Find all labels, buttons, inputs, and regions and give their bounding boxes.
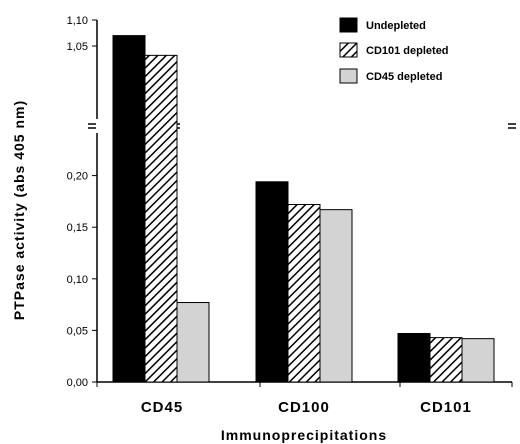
chart-legend: Undepleted CD101 depleted CD45 depleted [339,17,449,84]
legend-label: CD45 depleted [366,71,442,83]
legend-swatch-cd101-depleted [339,42,358,58]
y-tick-label: 0,15 [67,222,88,234]
legend-label: Undepleted [366,20,426,32]
legend-label: CD101 depleted [366,45,449,57]
axis-break-gap [506,119,520,133]
bar-cd101-undepleted [397,332,431,383]
bar-cd45-cd45-depleted [176,302,210,383]
x-tick-label: CD101 [420,399,472,416]
y-tick-label: 0,20 [67,171,88,183]
bar-cd45-undepleted [112,35,146,383]
y-tick-label: 0,05 [67,325,88,337]
bar-cd100-undepleted [255,181,289,383]
chart-bars [112,35,495,383]
bar-cd100-cd45-depleted [319,209,353,383]
x-tick-label: CD100 [278,399,330,416]
y-tick-label: 0,10 [67,274,88,286]
y-axis-title: PTPase activity (abs 405 nm) [11,100,27,320]
x-tick-label: CD45 [141,399,183,416]
bar-cd101-cd101-depleted [429,337,463,383]
y-tick-label: 1,05 [67,41,88,53]
legend-swatch-undepleted [339,17,358,33]
bar-cd101-cd45-depleted [461,338,495,383]
y-tick-label: 0,00 [67,377,88,389]
x-axis-title: Immunoprecipitations [221,427,387,443]
axis-break-gap [88,119,104,133]
bar-cd45-cd101-depleted [144,54,178,383]
y-tick-label: 1,10 [67,15,88,27]
legend-swatch-cd45-depleted [339,68,358,84]
bar-cd100-cd101-depleted [287,203,321,383]
chart-labels: CD45 CD100 CD101 Immunoprecipitations PTPase… [11,100,472,443]
